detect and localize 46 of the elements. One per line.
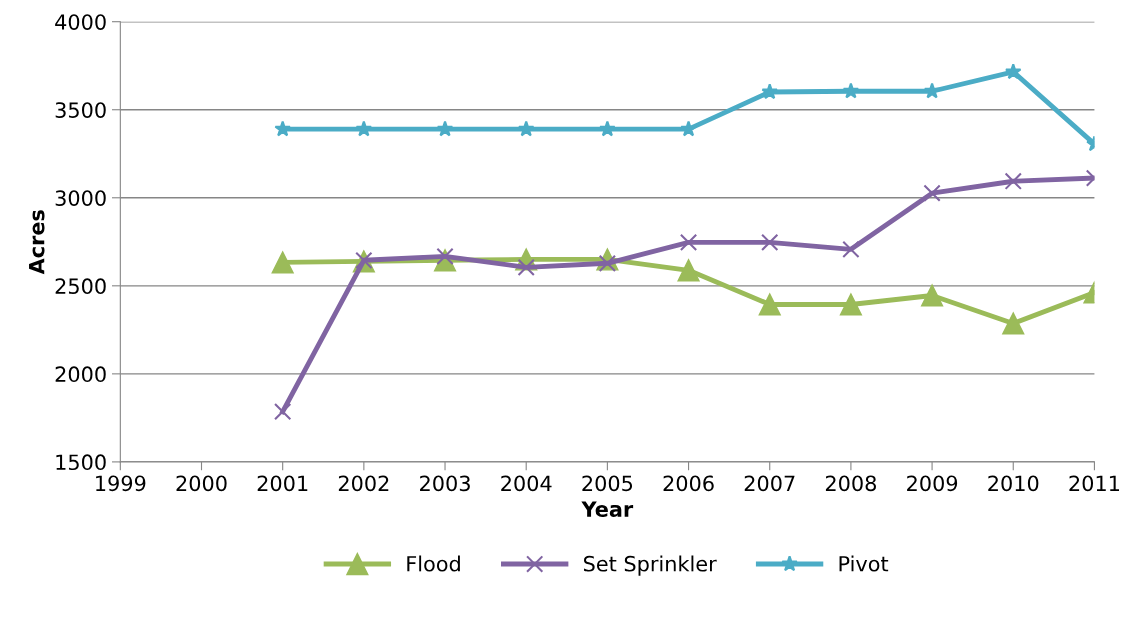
y-tick-label: 3500 <box>55 102 106 118</box>
point <box>677 259 700 282</box>
x-tick-label: 2000 <box>176 475 227 492</box>
point <box>923 184 941 202</box>
x-tick-label: 2003 <box>420 475 470 492</box>
point <box>271 251 294 274</box>
legend-label: Flood <box>407 555 460 572</box>
point <box>761 83 779 100</box>
y-tick-label: 3000 <box>55 190 106 206</box>
y-tick-label: 1500 <box>56 454 106 471</box>
x-axis-title: Year <box>581 501 634 517</box>
point <box>680 120 697 137</box>
point <box>1002 312 1025 335</box>
point <box>920 284 944 307</box>
legend-label: Pivot <box>839 555 889 572</box>
x-tick-label: 2011 <box>1069 475 1120 492</box>
point <box>839 293 863 316</box>
point <box>679 233 698 252</box>
x-tick-label: 2005 <box>582 475 633 492</box>
x-tick-label: 2001 <box>257 475 308 492</box>
point <box>599 120 616 137</box>
point <box>923 82 941 99</box>
x-tick-label: 2009 <box>907 475 958 492</box>
x-tick-label: 1999 <box>96 475 146 492</box>
y-axis-title: Acres <box>29 210 45 275</box>
y-tick-label: 4000 <box>55 14 106 30</box>
x-tick-label: 2008 <box>825 475 876 492</box>
y-tick-label: 2000 <box>55 366 106 383</box>
point <box>758 293 781 316</box>
point <box>1004 172 1022 190</box>
x-tick-label: 2010 <box>988 475 1039 492</box>
x-tick-label: 2007 <box>744 475 795 492</box>
point <box>842 82 860 99</box>
x-tick-label: 2002 <box>338 475 389 492</box>
x-tick-label: 2004 <box>501 475 552 492</box>
point <box>842 240 860 259</box>
point <box>355 120 373 137</box>
point <box>274 120 291 137</box>
y-tick-label: 2500 <box>55 278 106 295</box>
point <box>1004 63 1022 80</box>
point <box>436 120 454 137</box>
legend-label: Set Sprinkler <box>583 555 717 576</box>
point <box>761 233 779 252</box>
point <box>517 120 535 137</box>
x-tick-label: 2006 <box>663 475 714 492</box>
point <box>274 403 292 421</box>
